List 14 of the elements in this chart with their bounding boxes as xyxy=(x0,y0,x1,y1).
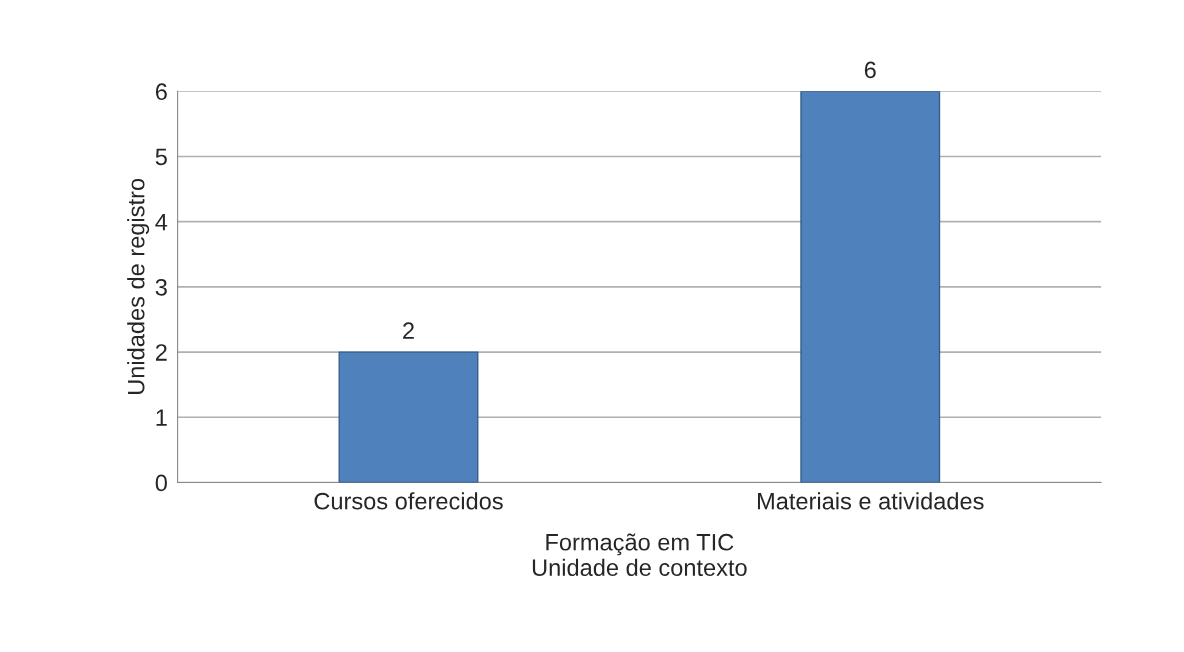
y-tick-label: 6 xyxy=(155,83,167,101)
y-tick-label: 4 xyxy=(155,213,168,231)
y-tick-label: 5 xyxy=(155,148,167,166)
x-tick-label: Cursos oferecidos xyxy=(314,492,503,510)
x-tick-label: Materiais e atividades xyxy=(758,492,984,510)
y-tick-label: 1 xyxy=(156,409,167,426)
y-tick-label: 3 xyxy=(155,278,167,296)
data-label: 6 xyxy=(864,61,876,79)
x-axis-title: Unidade de contexto xyxy=(532,558,747,576)
y-tick-label: 0 xyxy=(155,474,167,492)
y-tick-label: 2 xyxy=(155,344,167,361)
text: Formação em TIC xyxy=(546,533,734,556)
data-label: 2 xyxy=(403,322,414,339)
y-axis-title: Unidades de registro xyxy=(127,178,150,394)
